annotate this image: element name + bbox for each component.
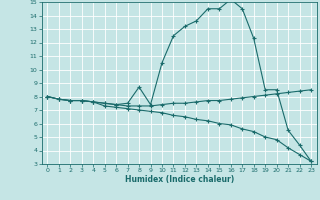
X-axis label: Humidex (Indice chaleur): Humidex (Indice chaleur) [124,175,234,184]
